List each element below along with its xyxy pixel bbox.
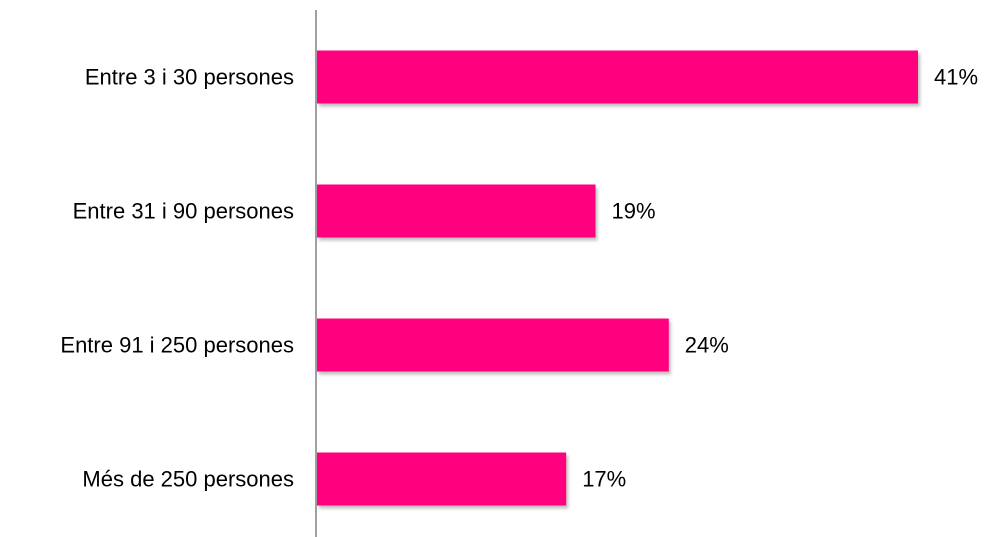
bar-3: [317, 319, 669, 372]
category-label-1: Entre 3 i 30 persones: [85, 65, 294, 90]
value-label-3: 24%: [685, 333, 729, 358]
category-labels-group: Entre 3 i 30 persones Entre 31 i 90 perso…: [60, 65, 294, 492]
value-label-2: 19%: [612, 199, 656, 224]
value-label-4: 17%: [582, 467, 626, 492]
bar-4: [317, 453, 566, 506]
value-labels-group: 41% 19% 24% 17%: [582, 65, 978, 492]
category-label-4: Més de 250 persones: [82, 467, 294, 492]
bar-2: [317, 185, 596, 238]
category-label-3: Entre 91 i 250 persones: [60, 333, 294, 358]
bars-group: [317, 51, 918, 506]
value-label-1: 41%: [934, 65, 978, 90]
category-label-2: Entre 31 i 90 persones: [73, 199, 294, 224]
bar-1: [317, 51, 918, 104]
